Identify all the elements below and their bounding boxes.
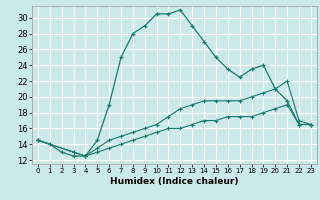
X-axis label: Humidex (Indice chaleur): Humidex (Indice chaleur) <box>110 177 239 186</box>
